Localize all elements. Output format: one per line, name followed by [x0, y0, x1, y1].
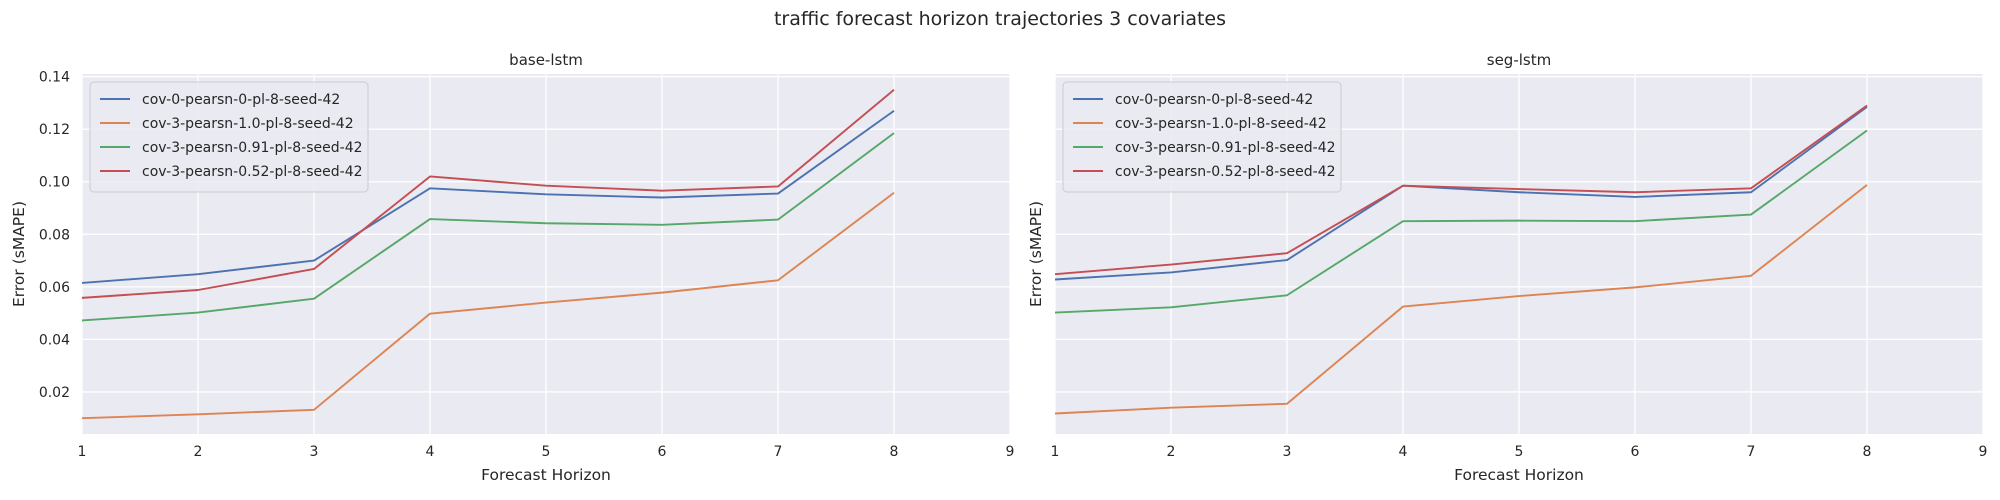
x-tick-label: 3: [1283, 444, 1292, 460]
legend-label: cov-3-pearsn-1.0-pl-8-seed-42: [1115, 116, 1327, 132]
series-line-cov-3-pearsn-1.0-pl-8-seed-42: [81, 192, 895, 420]
series-line-cov-3-pearsn-0.52-pl-8-seed-42: [81, 89, 895, 299]
y-axis-label: Error (sMAPE): [10, 201, 28, 307]
legend-label: cov-0-pearsn-0-pl-8-seed-42: [142, 92, 340, 108]
series-line-cov-3-pearsn-0.52-pl-8-seed-42: [1054, 104, 1868, 276]
x-axis-label: Forecast Horizon: [481, 466, 611, 484]
panel-base-lstm: 1 2 3 4 5 6 7 8 9 0.02 0.04 0.06 0.08 0.10 0.12 0.14 bas…: [10, 51, 1014, 484]
x-tick-label: 5: [542, 444, 551, 460]
x-tick-label: 3: [310, 444, 319, 460]
series-line-cov-3-pearsn-0.91-pl-8-seed-42: [81, 132, 895, 322]
panel-seg-lstm: 1 2 3 4 5 6 7 8 9 seg-lstm Forecast Horizon Error (…: [1027, 51, 1987, 484]
y-tick-label: 0.04: [39, 332, 70, 348]
y-tick-label: 0.14: [39, 70, 70, 86]
x-tick-label: 4: [426, 444, 435, 460]
x-tick-label: 1: [1051, 444, 1060, 460]
legend-label: cov-3-pearsn-0.52-pl-8-seed-42: [142, 164, 363, 180]
legend-box: [1062, 81, 1342, 193]
x-tick-label: 7: [774, 444, 783, 460]
legend-label: cov-3-pearsn-0.91-pl-8-seed-42: [1115, 140, 1336, 156]
legend-box: [89, 81, 369, 193]
x-tick-label: 6: [658, 444, 667, 460]
legend: cov-0-pearsn-0-pl-8-seed-42 cov-3-pearsn-…: [1062, 81, 1342, 193]
legend: cov-0-pearsn-0-pl-8-seed-42 cov-3-pearsn-…: [89, 81, 369, 193]
legend-label: cov-0-pearsn-0-pl-8-seed-42: [1115, 92, 1313, 108]
y-tick-label: 0.02: [39, 385, 70, 401]
x-axis-label: Forecast Horizon: [1454, 466, 1584, 484]
y-tick-label: 0.10: [39, 175, 70, 191]
legend-label: cov-3-pearsn-1.0-pl-8-seed-42: [142, 116, 354, 132]
y-tick-label: 0.06: [39, 280, 70, 296]
x-tick-label: 2: [194, 444, 203, 460]
x-tick-label: 8: [1863, 444, 1872, 460]
x-tick-label: 9: [1006, 444, 1015, 460]
series-line-cov-3-pearsn-0.91-pl-8-seed-42: [1054, 129, 1868, 314]
x-tick-label: 1: [78, 444, 87, 460]
y-tick-label: 0.08: [39, 227, 70, 243]
panel-title: base-lstm: [509, 51, 583, 69]
series-line-cov-0-pearsn-0-pl-8-seed-42: [1054, 106, 1868, 281]
x-tick-label: 4: [1399, 444, 1408, 460]
y-axis-label: Error (sMAPE): [1027, 201, 1045, 307]
figure-title: traffic forecast horizon trajectories 3 …: [774, 8, 1226, 30]
y-tick-label: 0.12: [39, 122, 70, 138]
series-line-cov-0-pearsn-0-pl-8-seed-42: [81, 110, 895, 284]
legend-label: cov-3-pearsn-0.52-pl-8-seed-42: [1115, 164, 1336, 180]
x-tick-label: 9: [1979, 444, 1988, 460]
x-tick-label: 8: [890, 444, 899, 460]
x-tick-label: 5: [1515, 444, 1524, 460]
series-line-cov-3-pearsn-1.0-pl-8-seed-42: [1054, 184, 1868, 415]
panel-title: seg-lstm: [1487, 51, 1551, 69]
x-tick-label: 2: [1167, 444, 1176, 460]
x-tick-label: 7: [1747, 444, 1756, 460]
x-tick-label: 6: [1631, 444, 1640, 460]
legend-label: cov-3-pearsn-0.91-pl-8-seed-42: [142, 140, 363, 156]
